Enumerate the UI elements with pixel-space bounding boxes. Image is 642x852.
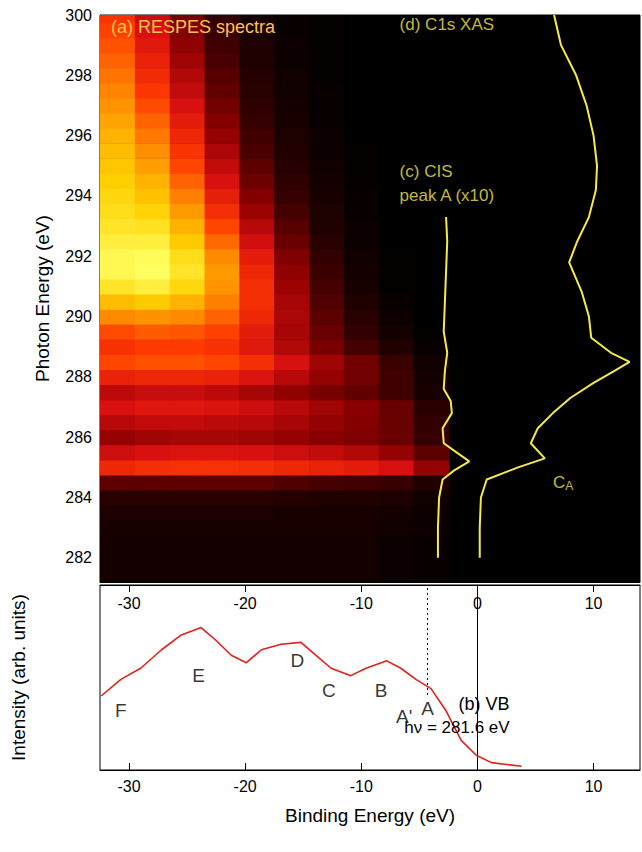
svg-text:Photon Energy (eV): Photon Energy (eV) [32,215,53,382]
svg-text:10: 10 [585,595,603,612]
svg-text:0: 0 [473,595,482,612]
svg-text:286: 286 [65,429,92,446]
svg-text:(d) C1s XAS: (d) C1s XAS [400,15,494,34]
svg-text:A': A' [396,705,413,727]
svg-text:C: C [553,473,565,492]
svg-text:284: 284 [65,489,92,506]
svg-text:peak A (x10): peak A (x10) [400,186,495,205]
svg-text:(b) VB: (b) VB [459,694,510,714]
svg-text:294: 294 [65,187,92,204]
svg-text:300: 300 [65,7,92,24]
svg-text:-10: -10 [350,778,373,795]
svg-text:-30: -30 [117,778,140,795]
svg-text:282: 282 [65,549,92,566]
svg-text:B: B [375,680,388,701]
svg-text:C: C [322,680,336,701]
svg-text:Intensity (arb. units): Intensity (arb. units) [8,594,29,761]
svg-text:10: 10 [585,778,603,795]
svg-text:298: 298 [65,67,92,84]
svg-text:E: E [192,665,205,686]
svg-text:290: 290 [65,308,92,325]
svg-text:296: 296 [65,127,92,144]
svg-text:-20: -20 [234,778,257,795]
svg-text:-10: -10 [350,595,373,612]
svg-text:0: 0 [473,778,482,795]
svg-text:(c) CIS: (c) CIS [400,162,453,181]
svg-text:(a) RESPES spectra: (a) RESPES spectra [111,17,276,37]
svg-text:292: 292 [65,248,92,265]
svg-text:288: 288 [65,368,92,385]
svg-text:A: A [421,698,434,719]
svg-text:A: A [565,479,573,493]
svg-text:F: F [115,700,127,721]
svg-text:-30: -30 [117,595,140,612]
svg-text:-20: -20 [234,595,257,612]
svg-text:Binding Energy (eV): Binding Energy (eV) [285,805,455,826]
svg-text:D: D [291,650,305,671]
svg-text:hν = 281.6 eV: hν = 281.6 eV [404,718,510,737]
